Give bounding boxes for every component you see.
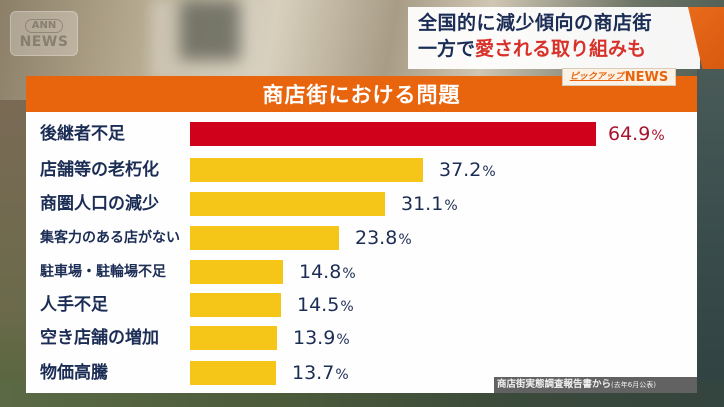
headline-line2-dark: 一方で [418,38,476,60]
bar-value-number: 14.5 [297,294,340,316]
bar-value-number: 14.8 [299,261,342,283]
bar-value: 14.8% [299,258,356,286]
ann-news-logo: ANN NEWS [10,11,78,56]
bar-label: 人手不足 [40,295,108,315]
bar [190,192,385,216]
pickup-prefix: ピックアップ [569,71,624,82]
highlighted-bar [190,122,596,146]
bar-value-unit: % [342,266,356,282]
bar-value-unit: % [335,367,349,383]
bar-value-unit: % [340,299,354,315]
background-left [0,100,28,400]
bar-value-unit: % [651,128,665,144]
bar-value-number: 23.8 [355,227,398,249]
logo-ann: ANN [24,18,64,33]
bar-label: 空き店舗の増加 [40,328,159,348]
bar-value-unit: % [444,198,458,214]
bar-label: 物価高騰 [40,363,108,383]
source-main: 商店街実態調査報告書から [497,379,612,390]
background-right [697,60,724,407]
headline-line2: 一方で愛される取り組みも [418,36,700,62]
bar-value-unit: % [398,232,412,248]
bar-label: 後継者不足 [40,124,125,144]
background-blur [180,0,240,60]
bar-row: 駐車場・駐輪場不足 14.8% [26,258,697,286]
bar [190,293,281,317]
bar-value: 31.1% [401,190,458,218]
bar [190,361,276,385]
bar-row: 商圏人口の減少 31.1% [26,190,697,218]
pickup-suffix: NEWS [624,69,669,85]
bar-value: 23.8% [355,224,412,252]
bar-row: 集客力のある店がない 23.8% [26,224,697,252]
bar-label: 商圏人口の減少 [40,194,159,214]
headline-line1: 全国的に減少傾向の商店街 [418,12,653,34]
bar [190,158,423,182]
chart-panel: 後継者不足 64.9% 店舗等の老朽化 37.2% 商圏人口の減少 31.1% 集客力のある… [26,112,697,393]
bar-value: 13.9% [293,324,350,352]
bar-label: 駐車場・駐輪場不足 [40,264,166,280]
bar-row: 人手不足 14.5% [26,291,697,319]
bar-value-number: 13.9 [293,327,336,349]
source-detail: (去年6月公表) [611,381,656,389]
chart-title: 商店街における問題 [262,83,461,107]
bar-row: 空き店舗の増加 13.9% [26,324,697,352]
bar [190,260,283,284]
bar-value-number: 37.2 [439,159,482,181]
bar-row: 店舗等の老朽化 37.2% [26,156,697,184]
bar-row: 物価高騰 13.7% [26,359,697,387]
bar-value-number: 31.1 [401,193,444,215]
bar [190,326,277,350]
bar-value: 14.5% [297,291,354,319]
bar-value: 64.9% [608,120,665,148]
bar-value: 13.7% [292,359,349,387]
bar-value: 37.2% [439,156,496,184]
headline-line2-red: 愛される取り組みも [475,38,647,60]
headline-box: 全国的に減少傾向の商店街 一方で愛される取り組みも [408,7,700,69]
bar-row: 後継者不足 64.9% [26,120,697,148]
bar-value-unit: % [482,164,496,180]
bar-label: 店舗等の老朽化 [40,160,159,180]
bar-value-number: 64.9 [608,123,651,145]
bar-value-number: 13.7 [292,362,335,384]
bar-value-unit: % [336,332,350,348]
bar-label: 集客力のある店がない [40,230,180,246]
source-note: 商店街実態調査報告書から(去年6月公表) [494,377,697,393]
bar [190,226,339,250]
pickup-news-badge: ピックアップ NEWS [562,68,676,86]
logo-news: NEWS [19,33,69,50]
